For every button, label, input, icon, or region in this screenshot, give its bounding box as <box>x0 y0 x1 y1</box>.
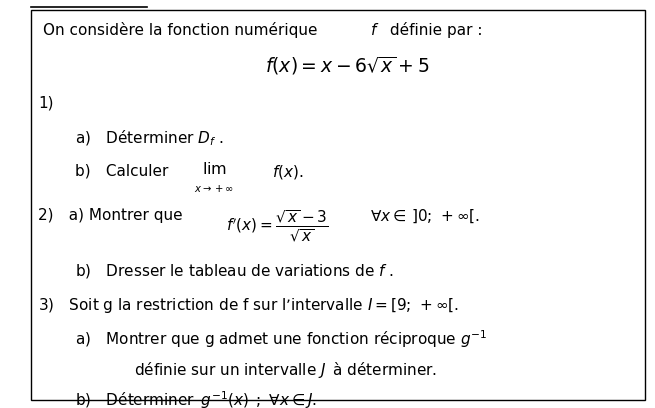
Text: a) Déterminer $D_f$ .: a) Déterminer $D_f$ . <box>75 129 224 148</box>
Text: 3) Soit g la restriction de f sur l’intervalle $I = [9;\,+\infty[$.: 3) Soit g la restriction de f sur l’inte… <box>38 296 459 315</box>
Text: $x\to+\infty$: $x\to+\infty$ <box>194 183 234 194</box>
Text: $f$: $f$ <box>370 22 379 38</box>
Text: 2) a) Montrer que: 2) a) Montrer que <box>38 208 187 223</box>
Text: 1): 1) <box>38 96 54 111</box>
Text: On considère la fonction numérique: On considère la fonction numérique <box>43 22 322 38</box>
Text: définie sur un intervalle $J$ à déterminer.: définie sur un intervalle $J$ à détermin… <box>134 360 438 380</box>
Text: b) Déterminer $g^{-1}(x)$ ; $\forall x \in J$.: b) Déterminer $g^{-1}(x)$ ; $\forall x \… <box>75 390 317 408</box>
Text: définie par :: définie par : <box>385 22 483 38</box>
Text: $f(x)$.: $f(x)$. <box>272 163 303 181</box>
FancyBboxPatch shape <box>31 10 645 400</box>
Text: $f(x) = x - 6\sqrt{x} + 5$: $f(x) = x - 6\sqrt{x} + 5$ <box>265 55 429 77</box>
Text: $\lim$: $\lim$ <box>202 161 227 177</box>
Text: $\forall x \in\, ]0;\,+\infty[$.: $\forall x \in\, ]0;\,+\infty[$. <box>370 208 480 226</box>
Text: b) Dresser le tableau de variations de $f$ .: b) Dresser le tableau de variations de $… <box>75 262 394 280</box>
Text: $f'(x) = \dfrac{\sqrt{x}-3}{\sqrt{x}}$: $f'(x) = \dfrac{\sqrt{x}-3}{\sqrt{x}}$ <box>226 208 329 244</box>
Text: b) Calculer: b) Calculer <box>75 163 169 178</box>
Text: a) Montrer que g admet une fonction réciproque $g^{-1}$: a) Montrer que g admet une fonction réci… <box>75 328 487 350</box>
